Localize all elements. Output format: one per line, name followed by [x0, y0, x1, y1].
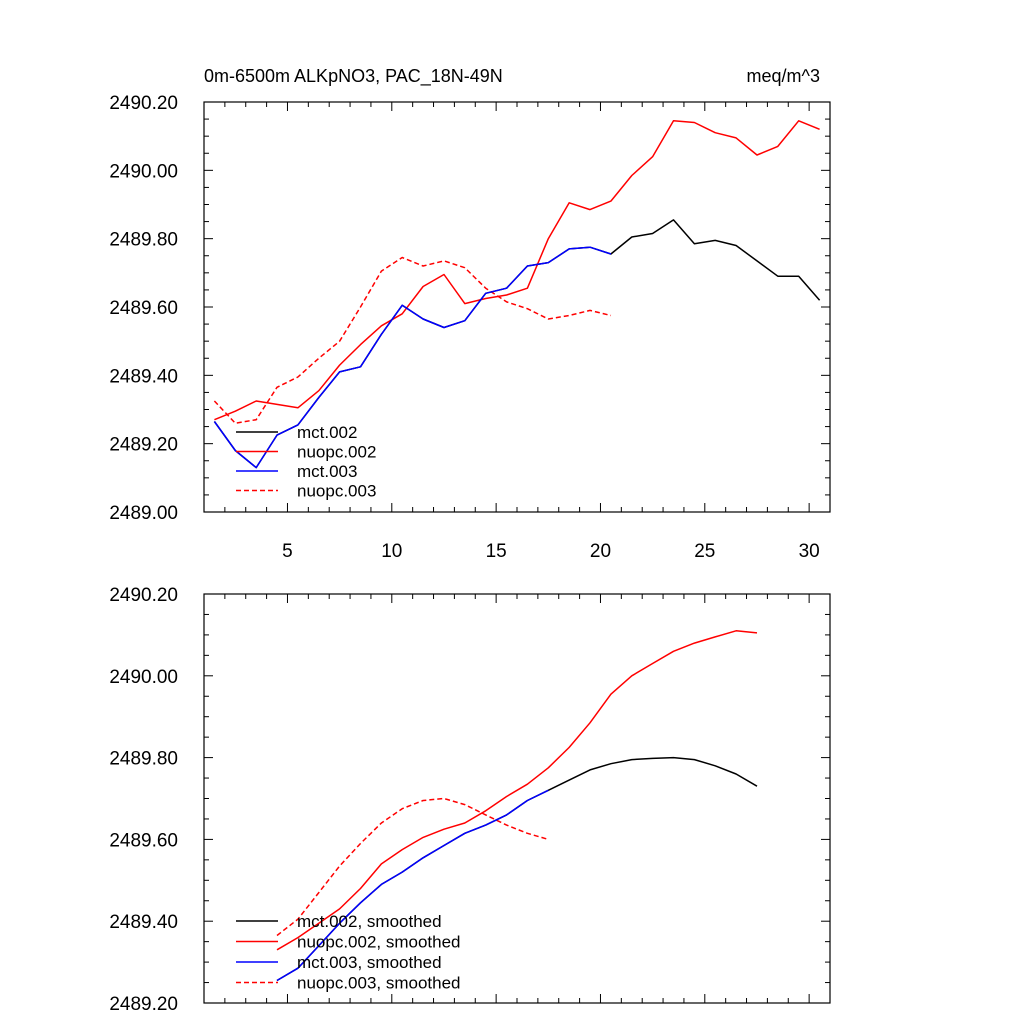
- x-tick-label: 15: [486, 541, 507, 562]
- y-tick-label: 2489.00: [109, 503, 178, 524]
- series-line-mct-003: [213, 246, 612, 469]
- x-tick-label: 25: [694, 541, 715, 562]
- y-tick-label: 2490.20: [109, 93, 178, 114]
- series-line-nuopc-002: [214, 120, 820, 421]
- chart-title: 0m-6500m ALKpNO3, PAC_18N-49N: [204, 66, 503, 87]
- y-tick-label: 2489.60: [109, 298, 178, 319]
- legend-label: nuopc.003, smoothed: [297, 974, 461, 993]
- legend-label: mct.002, smoothed: [297, 912, 442, 931]
- y-tick-label: 2489.80: [109, 230, 178, 251]
- y-tick-label: 2489.20: [109, 994, 178, 1015]
- bottom-panel: 2489.20 2489.40 2489.60 2489.80 2490.00 2490.…: [109, 585, 831, 1015]
- series-line-nuopc-003: [213, 256, 612, 424]
- top-panel: 0m-6500m ALKpNO3, PAC_18N-49N meq/m^3 24…: [109, 66, 831, 562]
- y-tick-label: 2489.60: [109, 830, 178, 851]
- x-tick-label: 5: [282, 541, 293, 562]
- x-tick-label: 30: [799, 541, 820, 562]
- y-tick-label: 2489.80: [109, 749, 178, 770]
- legend-label: mct.002: [297, 423, 357, 442]
- legend-label: nuopc.002: [297, 443, 376, 462]
- y-tick-label: 2490.00: [109, 161, 178, 182]
- legend-label: nuopc.003: [297, 482, 376, 501]
- x-tick-label: 20: [590, 541, 611, 562]
- y-tick-label: 2489.20: [109, 435, 178, 456]
- series-line-nuopc-003-smoothed: [276, 797, 549, 937]
- legend-label: nuopc.002, smoothed: [297, 933, 461, 952]
- units-label: meq/m^3: [747, 66, 820, 86]
- y-tick-label: 2489.40: [109, 366, 178, 387]
- x-tick-label: 10: [381, 541, 402, 562]
- y-tick-label: 2489.40: [109, 912, 178, 933]
- series-line-mct-003-smoothed: [276, 789, 549, 982]
- y-tick-label: 2490.00: [109, 667, 178, 688]
- y-tick-label: 2490.20: [109, 585, 178, 606]
- legend-label: mct.003: [297, 462, 357, 481]
- legend-label: mct.003, smoothed: [297, 953, 442, 972]
- series-line-nuopc-002-smoothed: [276, 630, 758, 951]
